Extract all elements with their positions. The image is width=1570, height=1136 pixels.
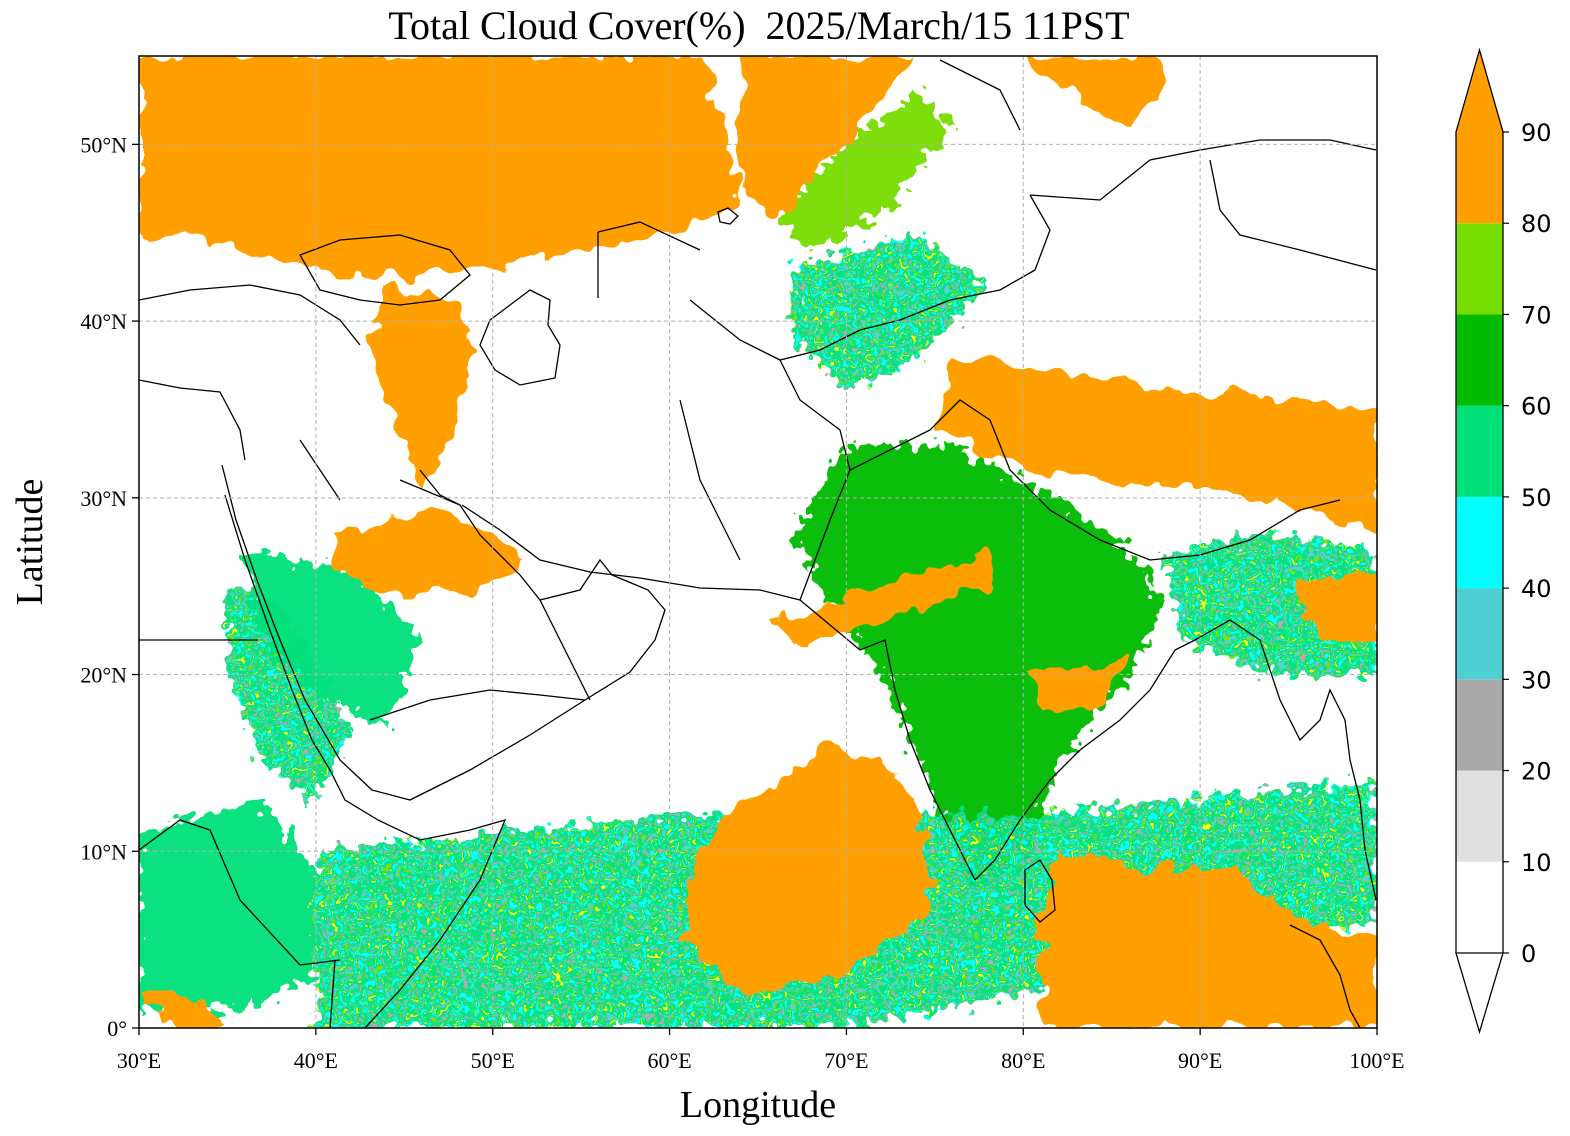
cloud-region-overcast [740, 56, 918, 216]
india-west-coast [799, 599, 976, 881]
cloud-region-mixed [793, 232, 988, 392]
border-15 [139, 819, 341, 966]
bay-of-bengal-east-coast [1194, 619, 1377, 901]
aral-sea [717, 207, 739, 225]
border-9 [939, 59, 1021, 131]
y-tick-label: 10°N [80, 839, 127, 864]
colorbar-segment [1456, 496, 1503, 589]
iran-coast [461, 504, 801, 601]
border-6 [849, 399, 1341, 561]
cloud-region-overcast [1023, 56, 1165, 127]
colorbar-segment [1456, 405, 1503, 497]
mediterranean-coast [139, 379, 246, 461]
border-4 [679, 399, 741, 561]
border-13 [539, 599, 591, 701]
colorbar-label: 60 [1521, 393, 1552, 421]
malay-coast [1289, 924, 1361, 1028]
x-tick-label: 40°E [294, 1048, 338, 1073]
arabian-peninsula-coast [221, 464, 666, 801]
y-tick-label: 40°N [80, 309, 127, 334]
y-tick-label: 0° [107, 1016, 127, 1041]
colorbar-label: 90 [1521, 119, 1552, 147]
cloud-region-overcast [1288, 568, 1377, 640]
x-tick-label: 30°E [117, 1048, 161, 1073]
y-tick-label: 30°N [80, 486, 127, 511]
india-east-coast [974, 639, 1196, 881]
border-2 [597, 221, 701, 251]
cloud-region-overcast [1023, 656, 1130, 710]
plot-frame [138, 55, 1378, 1029]
border-5 [779, 359, 851, 601]
colorbar-label: 70 [1521, 301, 1552, 329]
cloud-region-overcast [139, 56, 741, 277]
border-8 [899, 194, 1051, 321]
cloud-region-overcast [333, 506, 529, 595]
caspian-sea [479, 289, 561, 386]
colorbar-segment [1456, 588, 1503, 680]
colorbar-segment [1456, 861, 1503, 953]
graticule [139, 56, 1377, 1028]
cloud-field [139, 56, 1377, 1028]
black-sea [299, 234, 471, 306]
x-tick-label: 100°E [1349, 1048, 1404, 1073]
cloud-region-overcast [368, 285, 475, 489]
colorbar-label: 30 [1521, 666, 1552, 694]
border-10 [1209, 159, 1377, 271]
cloud-region-overcast [687, 745, 935, 993]
colorbar-label: 80 [1521, 210, 1552, 238]
y-axis-title: Latitude [9, 479, 51, 606]
colorbar-extend-max [1456, 50, 1503, 132]
border-3 [689, 299, 901, 361]
cloud-region-overcast [1041, 851, 1377, 1028]
colorbar-label: 10 [1521, 849, 1552, 877]
x-tick-label: 80°E [1001, 1048, 1045, 1073]
cloud-region-overcast [934, 356, 1377, 534]
x-tick-label: 70°E [824, 1048, 868, 1073]
cloud-region-mixed [227, 586, 352, 799]
x-tick-label: 50°E [471, 1048, 515, 1073]
colorbar-segment [1456, 132, 1503, 224]
colorbar: 0 10 20 30 40 50 60 70 80 90 [1455, 47, 1552, 1035]
colorbar-label: 40 [1521, 575, 1552, 603]
y-tick-label: 20°N [80, 663, 127, 688]
axis-ticks: 30°E 40°E 50°E 60°E 70°E 80°E 90°E 100°E 0° 10°N 2… [80, 132, 1404, 1073]
x-tick-label: 90°E [1178, 1048, 1222, 1073]
colorbar-label: 0 [1521, 940, 1536, 968]
red-sea-west-coast [224, 494, 379, 821]
border-17 [139, 284, 361, 346]
border-12 [369, 689, 586, 721]
cloud-region-mixed [245, 550, 422, 728]
cloud-region-overcast [139, 992, 228, 1028]
colorbar-segment [1456, 770, 1503, 862]
colorbar-extend-min [1455, 952, 1504, 1035]
colorbar-label: 20 [1521, 758, 1552, 786]
cloud-region-mixed [793, 444, 1165, 887]
map-title: Total Cloud Cover(%) 2025/March/15 11PST [388, 3, 1130, 48]
sri-lanka [1024, 859, 1056, 923]
x-axis-title: Longitude [680, 1084, 836, 1126]
cloud-region-mixed [775, 91, 953, 251]
colorbar-segment [1456, 223, 1503, 315]
colorbar-segment [1456, 314, 1503, 406]
colorbar-segment [1456, 679, 1503, 771]
colorbar-label: 50 [1521, 484, 1552, 512]
x-tick-label: 60°E [647, 1048, 691, 1073]
y-tick-label: 50°N [80, 132, 127, 157]
border-14 [399, 479, 461, 506]
border-11 [299, 439, 341, 501]
border-16 [329, 959, 336, 1028]
